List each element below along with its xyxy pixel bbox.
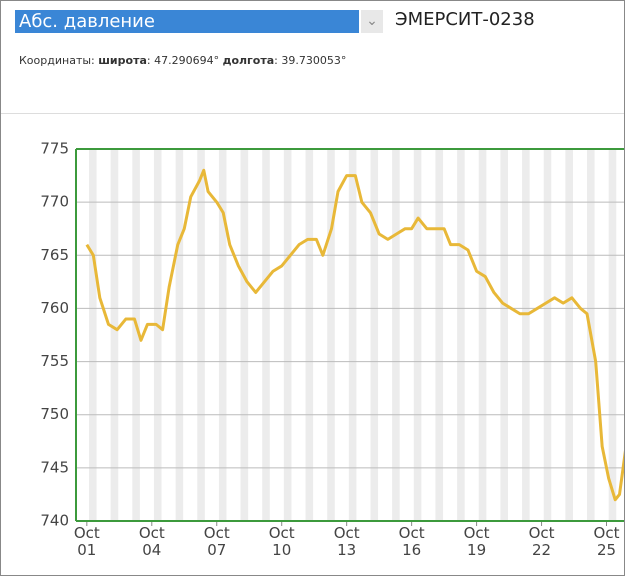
- night-band: [132, 149, 140, 521]
- night-band: [110, 149, 119, 521]
- night-band: [153, 149, 162, 521]
- night-band: [370, 149, 379, 521]
- device-name: ЭМЕРСИТ-0238: [395, 9, 535, 30]
- night-band: [88, 149, 97, 521]
- night-band: [197, 149, 205, 521]
- night-band: [240, 149, 249, 521]
- lon-label: долгота: [222, 54, 275, 67]
- y-tick-label: 740: [40, 512, 69, 530]
- night-band: [565, 149, 573, 521]
- y-tick-label: 760: [40, 299, 69, 317]
- coordinates: Координаты: широта: 47.290694° долгота: …: [19, 54, 346, 67]
- x-tick-label: Oct 22: [528, 524, 555, 559]
- night-band: [218, 149, 227, 521]
- parameter-select[interactable]: Абс. давление: [15, 10, 359, 33]
- night-band: [175, 149, 184, 521]
- lon-value: : 39.730053°: [274, 54, 347, 67]
- x-tick-label: Oct 13: [333, 524, 360, 559]
- x-tick-label: Oct 10: [268, 524, 295, 559]
- y-tick-label: 765: [40, 246, 69, 264]
- x-tick-label: Oct 01: [73, 524, 100, 559]
- y-tick-label: 745: [40, 458, 69, 476]
- y-tick-label: 755: [40, 352, 69, 370]
- night-band: [413, 149, 422, 521]
- night-band: [283, 149, 292, 521]
- lat-value: : 47.290694°: [146, 54, 220, 67]
- pressure-line: [85, 168, 624, 502]
- night-band: [522, 149, 530, 521]
- lat-label: широта: [98, 54, 147, 67]
- x-tick-label: Oct 25: [593, 524, 620, 559]
- night-band: [348, 149, 357, 521]
- night-band: [435, 149, 444, 521]
- x-tick-label: Oct 04: [138, 524, 165, 559]
- night-band: [608, 149, 617, 521]
- y-tick-label: 750: [40, 405, 69, 423]
- night-band: [543, 149, 552, 521]
- night-band: [262, 149, 270, 521]
- x-tick-label: Oct 16: [398, 524, 425, 559]
- x-tick-label: Oct 19: [463, 524, 490, 559]
- night-band: [392, 149, 400, 521]
- coords-label: Координаты:: [19, 54, 95, 67]
- separator: [1, 113, 624, 114]
- night-band: [478, 149, 487, 521]
- night-band: [457, 149, 465, 521]
- night-band: [327, 149, 335, 521]
- dropdown-arrow[interactable]: ⌄: [361, 10, 383, 33]
- y-tick-label: 775: [40, 140, 69, 158]
- y-tick-label: 770: [40, 193, 69, 211]
- night-band: [305, 149, 314, 521]
- night-band: [500, 149, 508, 521]
- x-tick-label: Oct 07: [203, 524, 230, 559]
